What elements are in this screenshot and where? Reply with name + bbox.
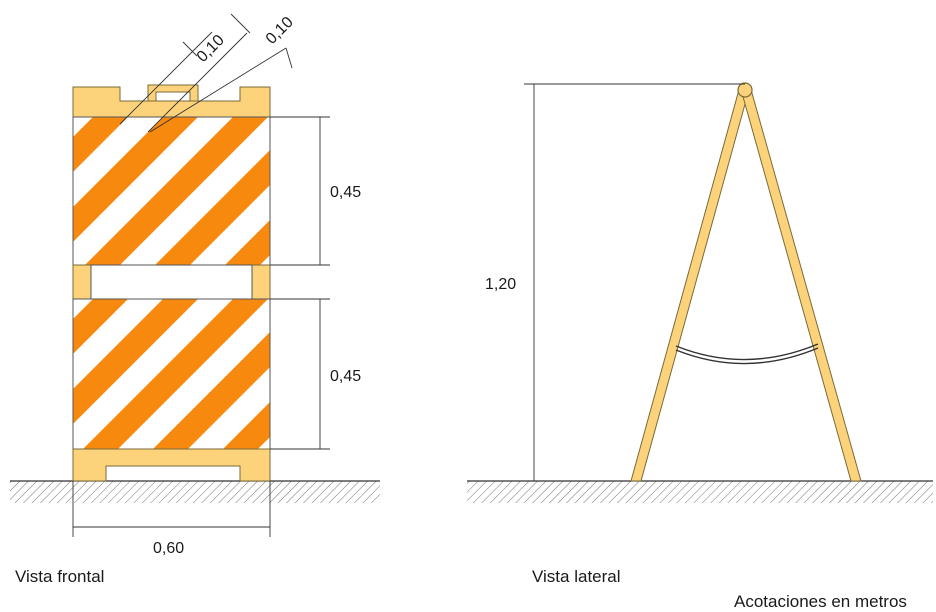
carry-handle — [147, 84, 199, 102]
front-view: 0,45 0,45 0,60 0,10 0,10 Vista frontal — [0, 13, 478, 586]
orange-stripe — [295, 117, 478, 265]
dim-label-bottom-board: 0,45 — [330, 368, 361, 385]
side-view-caption: Vista lateral — [532, 567, 621, 586]
orange-stripe — [293, 299, 478, 449]
side-view: 1,20 Vista lateral — [467, 82, 933, 586]
orange-stripe — [225, 220, 270, 265]
brace-chain — [675, 343, 819, 365]
dim-top-board — [270, 116, 330, 450]
orange-stripe — [85, 117, 268, 265]
top-board — [0, 116, 478, 266]
hinge — [737, 82, 753, 98]
dim-label-stripe-2: 0,10 — [263, 14, 297, 48]
front-view-caption: Vista frontal — [15, 567, 104, 586]
bottom-frame — [72, 448, 271, 482]
orange-stripe — [153, 332, 270, 449]
orange-stripe — [223, 402, 270, 449]
units-note: Acotaciones en metros — [734, 592, 907, 611]
dim-label-top-board: 0,45 — [330, 184, 361, 201]
middle-band — [72, 264, 271, 300]
dim-height — [524, 83, 745, 481]
orange-stripe — [73, 299, 198, 424]
right-leg — [739, 85, 862, 482]
orange-stripe — [83, 299, 268, 449]
dim-stripes — [119, 13, 293, 133]
dim-label-stripe-1: 0,10 — [194, 32, 228, 66]
bottom-board — [0, 298, 478, 450]
orange-stripe — [73, 117, 198, 242]
orange-stripe — [0, 299, 58, 449]
left-leg — [630, 85, 751, 482]
orange-stripe — [73, 117, 128, 172]
dim-width — [72, 481, 271, 537]
dim-label-width: 0,60 — [153, 540, 184, 557]
ground-front — [10, 480, 380, 503]
orange-stripe — [73, 299, 128, 354]
dim-label-height: 1,20 — [485, 276, 516, 293]
ground-side — [467, 480, 933, 503]
orange-stripe — [0, 117, 58, 265]
orange-stripe — [155, 150, 270, 265]
